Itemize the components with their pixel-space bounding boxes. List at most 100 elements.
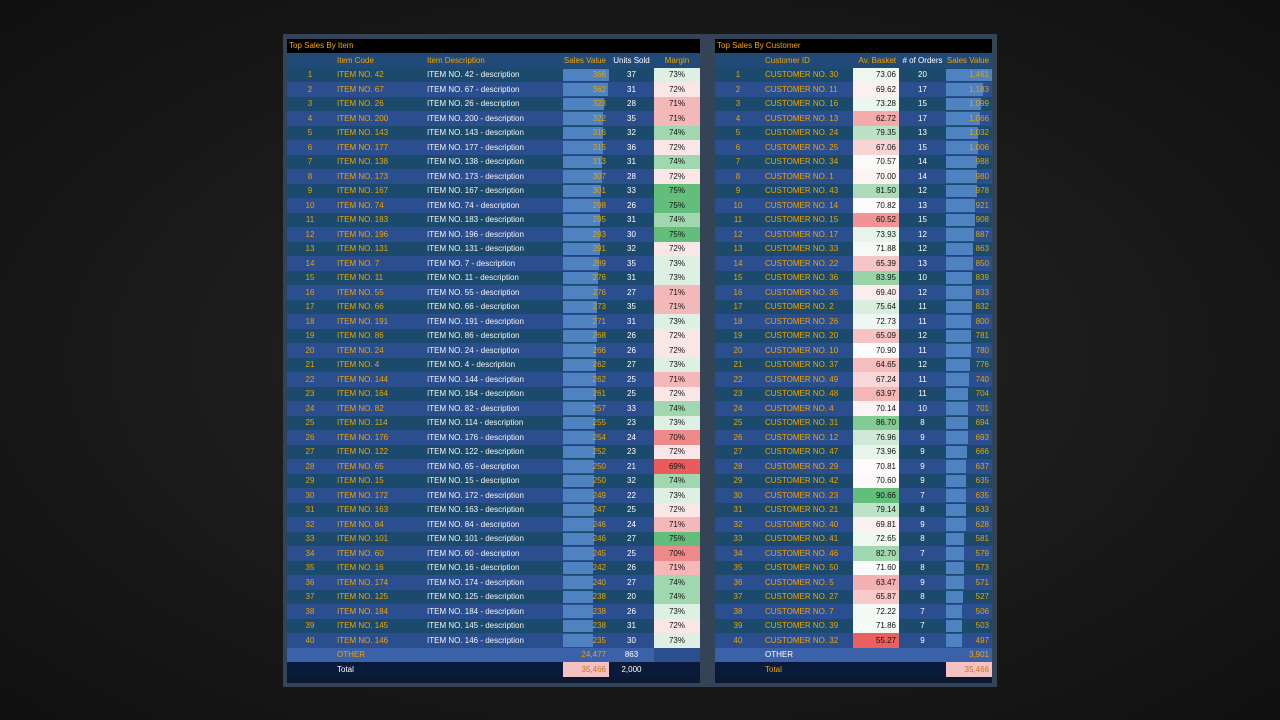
units-sold: 35 [627, 113, 636, 123]
margin: 72% [654, 502, 700, 517]
item-code: ITEM NO. 15 [337, 476, 384, 486]
sales-value: 246 [563, 517, 609, 532]
av-basket: 72.22 [853, 604, 899, 619]
sales-value-text: 262 [592, 374, 606, 384]
item-code: ITEM NO. 24 [337, 345, 384, 355]
panel-title: Top Sales By Item [287, 39, 700, 53]
orders: 7 [920, 548, 925, 558]
av-basket: 63.97 [853, 386, 899, 401]
item-row: 9 ITEM NO. 167 ITEM NO. 167 - description 3… [287, 183, 700, 198]
sales-value-bar [563, 445, 595, 458]
margin: 71% [654, 517, 700, 532]
sales-value: 1,006 [946, 140, 992, 155]
sales-value: 276 [563, 271, 609, 286]
item-row: 32 ITEM NO. 84 ITEM NO. 84 - description 24… [287, 517, 700, 532]
sales-value: 978 [946, 184, 992, 199]
sales-value: 694 [946, 416, 992, 431]
sales-value-bar [563, 170, 602, 183]
item-code: ITEM NO. 74 [337, 200, 384, 210]
sales-value-text: 366 [592, 70, 606, 80]
sales-value: 628 [946, 517, 992, 532]
item-code: ITEM NO. 86 [337, 331, 384, 341]
sales-value-bar [946, 503, 966, 516]
sales-value: 863 [946, 242, 992, 257]
item-description: ITEM NO. 196 - description [427, 229, 524, 239]
rank: 13 [733, 244, 743, 254]
sales-value: 268 [563, 329, 609, 344]
sales-value-text: 316 [592, 128, 606, 138]
sales-value-bar [563, 358, 596, 371]
item-description: ITEM NO. 15 - description [427, 476, 520, 486]
orders: 9 [920, 461, 925, 471]
customer-id: CUSTOMER NO. 12 [765, 432, 839, 442]
units-sold: 26 [627, 331, 636, 341]
units-sold: 32 [627, 244, 636, 254]
rank: 4 [735, 113, 741, 123]
av-basket: 71.86 [853, 618, 899, 633]
item-row: 25 ITEM NO. 114 ITEM NO. 114 - description… [287, 415, 700, 430]
sales-value-bar [563, 329, 597, 342]
item-row: 2 ITEM NO. 67 ITEM NO. 67 - description 362… [287, 82, 700, 97]
item-row: 30 ITEM NO. 172 ITEM NO. 172 - description… [287, 488, 700, 503]
sales-value: 250 [563, 474, 609, 489]
rank: 6 [735, 142, 741, 152]
customer-row: 22 CUSTOMER NO. 49 67.24 11 740 [715, 372, 992, 387]
item-row: 37 ITEM NO. 125 ITEM NO. 125 - description… [287, 589, 700, 604]
sales-value-bar [563, 83, 609, 96]
rank: 9 [307, 186, 313, 196]
orders: 11 [918, 374, 927, 384]
item-row: 27 ITEM NO. 122 ITEM NO. 122 - description… [287, 444, 700, 459]
rank: 16 [733, 287, 743, 297]
sales-value-bar [946, 300, 973, 313]
sales-value-text: 832 [975, 302, 989, 312]
item-description: ITEM NO. 114 - description [427, 418, 524, 428]
sales-value: 273 [563, 300, 609, 315]
customer-id: CUSTOMER NO. 36 [765, 273, 839, 283]
rank: 9 [735, 186, 741, 196]
sales-value-bar [946, 619, 962, 632]
rank: 36 [305, 577, 315, 587]
orders: 20 [918, 70, 927, 80]
sales-value-bar [946, 141, 978, 154]
sales-value-text: 579 [975, 548, 989, 558]
units-sold: 26 [627, 200, 636, 210]
item-row: 18 ITEM NO. 191 ITEM NO. 191 - description… [287, 314, 700, 329]
av-basket: 75.64 [853, 299, 899, 314]
sales-value-text: 704 [975, 389, 989, 399]
item-code: ITEM NO. 163 [337, 505, 389, 515]
rank: 10 [733, 200, 743, 210]
customer-id: CUSTOMER NO. 50 [765, 563, 839, 573]
sales-value-text: 839 [975, 273, 989, 283]
av-basket: 71.60 [853, 560, 899, 575]
rank: 18 [305, 316, 315, 326]
sales-value-text: 257 [592, 403, 606, 413]
orders: 15 [918, 99, 927, 109]
rank: 13 [305, 244, 315, 254]
sales-value: 295 [563, 213, 609, 228]
sales-value-bar [563, 257, 600, 270]
av-basket: 70.81 [853, 459, 899, 474]
rank: 20 [305, 345, 315, 355]
customer-id: CUSTOMER NO. 27 [765, 592, 839, 602]
av-basket: 72.73 [853, 314, 899, 329]
rank: 39 [733, 621, 743, 631]
customer-id: CUSTOMER NO. 15 [765, 215, 839, 225]
rank: 37 [733, 592, 743, 602]
customer-id: CUSTOMER NO. 35 [765, 287, 839, 297]
orders: 15 [918, 215, 927, 225]
sales-value-bar [946, 344, 971, 357]
sales-value-bar [563, 561, 594, 574]
margin: 75% [654, 198, 700, 213]
av-basket: 90.66 [853, 488, 899, 503]
item-row: 8 ITEM NO. 173 ITEM NO. 173 - description 3… [287, 169, 700, 184]
item-code: ITEM NO. 200 [337, 113, 389, 123]
customer-id: CUSTOMER NO. 32 [765, 635, 839, 645]
sales-value: 666 [946, 445, 992, 460]
sales-value-bar [946, 228, 974, 241]
other-label: OTHER [761, 647, 853, 662]
sales-value-bar [946, 126, 979, 139]
item-description: ITEM NO. 144 - description [427, 374, 524, 384]
item-row: 10 ITEM NO. 74 ITEM NO. 74 - description 29… [287, 198, 700, 213]
item-description: ITEM NO. 26 - description [427, 99, 520, 109]
rank: 16 [305, 287, 315, 297]
